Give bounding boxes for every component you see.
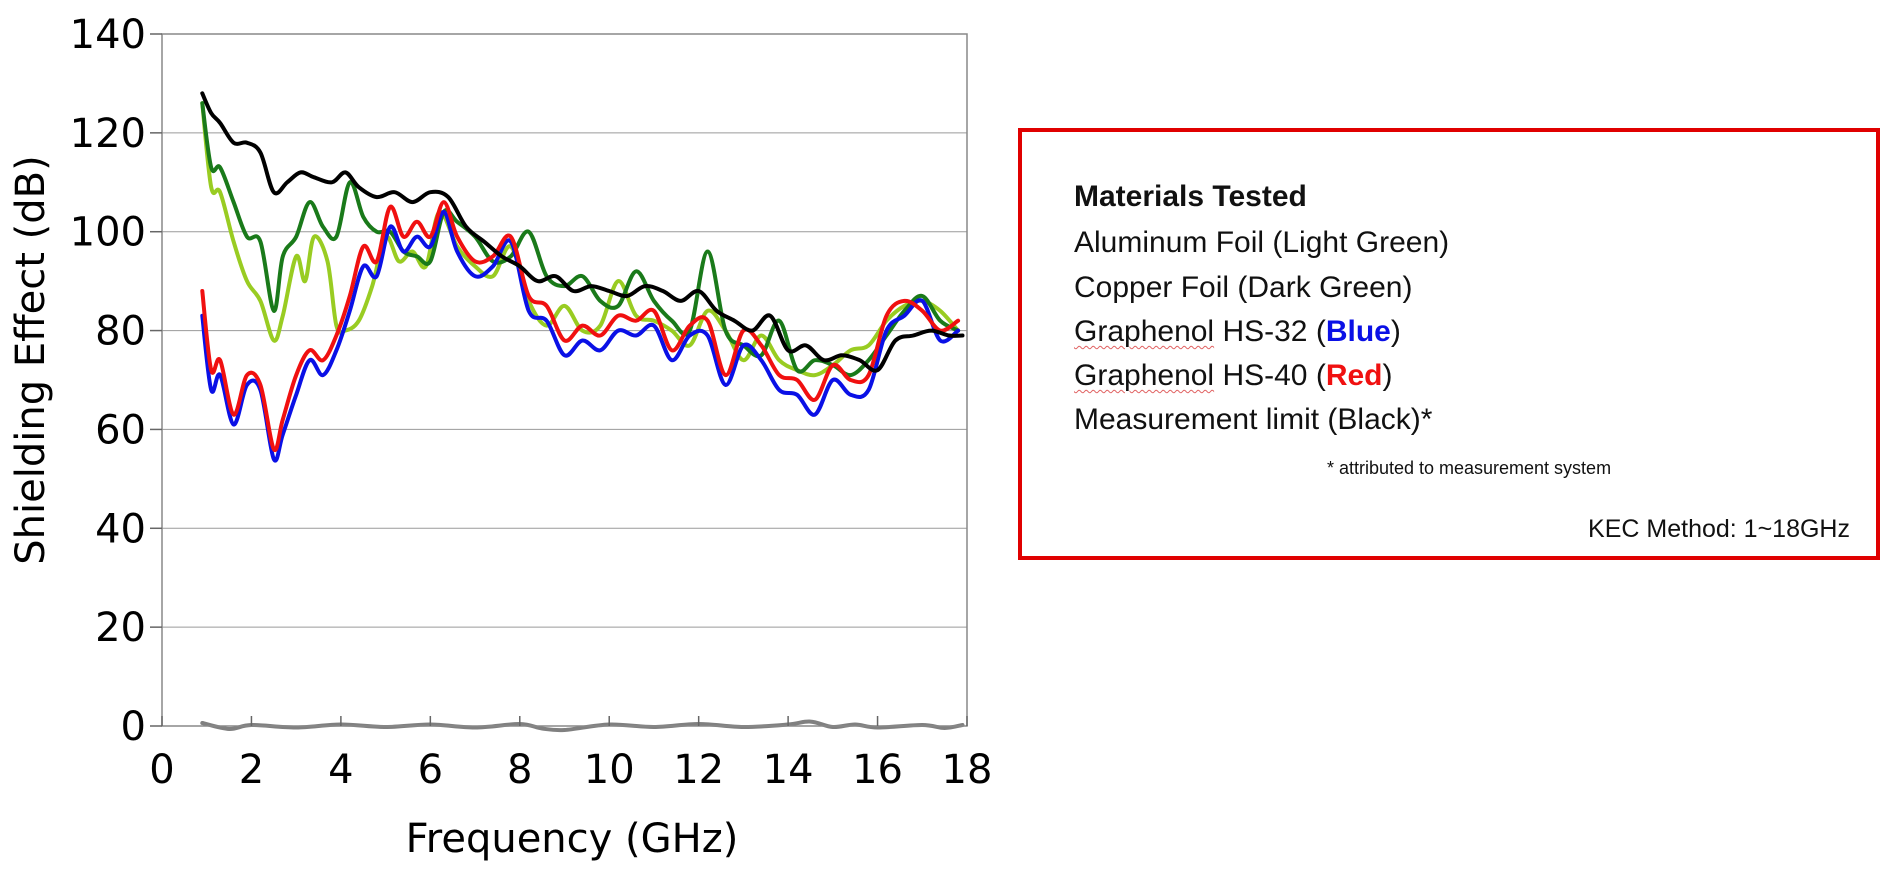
chart-svg: 0 2 4 6 8 10 12 14 16 18 0 20 40 60 80 100 120 140 Frequ… — [8, 12, 992, 862]
x-tick-label-2: 2 — [239, 747, 264, 793]
legend-item-hs32: Graphenol HS-32 (Blue) — [1074, 315, 1401, 349]
y-tick-label-20: 20 — [95, 605, 146, 651]
y-tick-label-140: 140 — [70, 12, 146, 58]
series-line-blue — [200, 209, 961, 463]
x-axis-title: Frequency (GHz) — [406, 816, 739, 862]
y-tick-label-0: 0 — [121, 704, 146, 750]
series-line-black — [200, 91, 965, 373]
legend-hs40-close: ) — [1382, 359, 1393, 392]
x-tick-label-12: 12 — [673, 747, 724, 793]
x-tick-label-0: 0 — [149, 747, 174, 793]
series-line-dark-green — [200, 101, 961, 378]
grid-lines — [162, 132, 967, 628]
x-axis-ticks: 0 2 4 6 8 10 12 14 16 18 — [149, 716, 992, 793]
legend-hs40-model: HS-40 ( — [1214, 359, 1326, 392]
legend-hs32-color: Blue — [1325, 315, 1391, 348]
legend-hs40-brand: Graphenol — [1074, 359, 1215, 392]
y-tick-label-120: 120 — [70, 111, 146, 157]
y-tick-label-60: 60 — [95, 407, 146, 453]
legend-hs32-brand: Graphenol — [1074, 315, 1215, 348]
y-tick-label-80: 80 — [95, 309, 146, 355]
x-tick-label-6: 6 — [418, 747, 443, 793]
series-line-light-green — [200, 101, 961, 378]
legend-heading: Materials Tested — [1074, 180, 1307, 213]
legend-hs32-model: HS-32 ( — [1214, 315, 1326, 348]
series-line-red — [200, 200, 961, 453]
legend-footnote: * attributed to measurement system — [1326, 458, 1612, 478]
y-tick-label-40: 40 — [95, 506, 146, 552]
series-layer — [200, 91, 965, 733]
x-tick-label-14: 14 — [763, 747, 814, 793]
x-tick-label-8: 8 — [507, 747, 532, 793]
x-tick-label-4: 4 — [328, 747, 353, 793]
legend-box: Materials Tested Aluminum Foil (Light Gr… — [1018, 128, 1880, 560]
plot-frame — [161, 33, 968, 727]
x-tick-label-18: 18 — [942, 747, 993, 793]
legend-item-limit: Measurement limit (Black)* — [1074, 403, 1433, 436]
x-tick-label-10: 10 — [584, 747, 635, 793]
legend-hs32-close: ) — [1390, 315, 1401, 348]
legend-hs40-color: Red — [1325, 359, 1383, 392]
y-axis-ticks: 0 20 40 60 80 100 120 140 — [70, 12, 162, 750]
y-tick-label-100: 100 — [70, 210, 146, 256]
legend-item-hs40: Graphenol HS-40 (Red) — [1074, 359, 1393, 393]
legend-method: KEC Method: 1~18GHz — [1588, 515, 1850, 543]
y-axis-title: Shielding Effect (dB) — [8, 155, 54, 564]
legend-item-aluminum: Aluminum Foil (Light Green) — [1074, 226, 1450, 259]
legend-item-copper: Copper Foil (Dark Green) — [1074, 271, 1413, 304]
x-tick-label-16: 16 — [852, 747, 903, 793]
